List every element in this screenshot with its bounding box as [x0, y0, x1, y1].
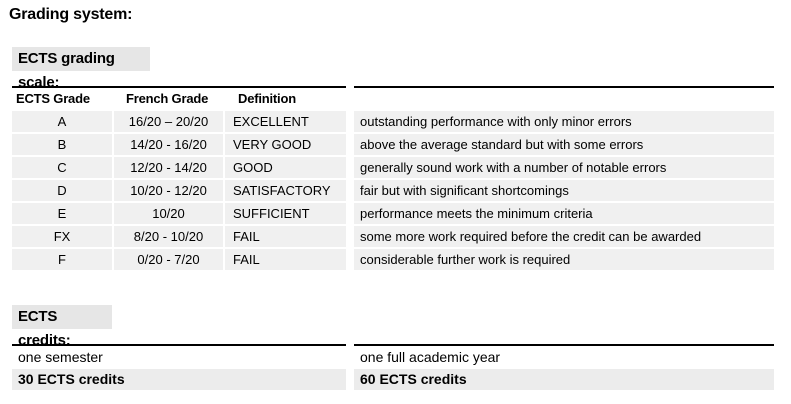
description-cell: outstanding performance with only minor …: [354, 111, 774, 132]
definition-cell: EXCELLENT: [225, 111, 346, 132]
french-grade-cell: 10/20: [114, 203, 223, 224]
grading-scale-heading: ECTS grading scale:: [12, 47, 150, 91]
year-period: one full academic year: [360, 349, 501, 365]
definition-cell: SUFFICIENT: [225, 203, 346, 224]
table-row: FX 8/20 - 10/20 FAIL some more work require…: [12, 225, 774, 248]
page-title: Grading system:: [9, 6, 133, 23]
description-cell: some more work required before the credi…: [354, 226, 774, 247]
ects-grade-cell: FX: [12, 226, 112, 247]
year-credits: 60 ECTS credits: [354, 369, 774, 390]
semester-credits: 30 ECTS credits: [12, 369, 346, 390]
definition-cell: FAIL: [225, 226, 346, 247]
description-cell: considerable further work is required: [354, 249, 774, 270]
description-cell: fair but with significant shortcomings: [354, 180, 774, 201]
table-row: E 10/20 SUFFICIENT performance meets the mi…: [12, 202, 774, 225]
credits-heading: ECTS credits:: [12, 305, 112, 349]
credits-table-rule-left: [12, 344, 346, 346]
description-cell: generally sound work with a number of no…: [354, 157, 774, 178]
definition-header: Definition: [238, 91, 296, 106]
definition-cell: SATISFACTORY: [225, 180, 346, 201]
ects-grade-cell: B: [12, 134, 112, 155]
table-row: D 10/20 - 12/20 SATISFACTORY fair but with …: [12, 179, 774, 202]
definition-cell: GOOD: [225, 157, 346, 178]
table-row: F 0/20 - 7/20 FAIL considerable further wor…: [12, 248, 774, 271]
table-row: C 12/20 - 14/20 GOOD generally sound work w…: [12, 156, 774, 179]
credits-table-rule-right: [354, 344, 774, 346]
french-grade-cell: 14/20 - 16/20: [114, 134, 223, 155]
french-grade-cell: 10/20 - 12/20: [114, 180, 223, 201]
french-grade-header: French Grade: [126, 91, 209, 106]
table-row: B 14/20 - 16/20 VERY GOOD above the average…: [12, 133, 774, 156]
grading-table-rule-left: [12, 86, 346, 88]
table-row: A 16/20 – 20/20 EXCELLENT outstanding perfo…: [12, 110, 774, 133]
definition-cell: FAIL: [225, 249, 346, 270]
ects-grade-cell: E: [12, 203, 112, 224]
ects-grade-cell: C: [12, 157, 112, 178]
french-grade-cell: 16/20 – 20/20: [114, 111, 223, 132]
french-grade-cell: 0/20 - 7/20: [114, 249, 223, 270]
definition-cell: VERY GOOD: [225, 134, 346, 155]
ects-grade-cell: A: [12, 111, 112, 132]
french-grade-cell: 12/20 - 14/20: [114, 157, 223, 178]
ects-grade-cell: F: [12, 249, 112, 270]
semester-period: one semester: [18, 349, 103, 365]
ects-grade-cell: D: [12, 180, 112, 201]
french-grade-cell: 8/20 - 10/20: [114, 226, 223, 247]
description-cell: above the average standard but with some…: [354, 134, 774, 155]
grading-table-rule-right: [354, 86, 774, 88]
description-cell: performance meets the minimum criteria: [354, 203, 774, 224]
grading-table-body: A 16/20 – 20/20 EXCELLENT outstanding perfo…: [12, 110, 774, 271]
ects-grade-header: ECTS Grade: [16, 91, 90, 106]
